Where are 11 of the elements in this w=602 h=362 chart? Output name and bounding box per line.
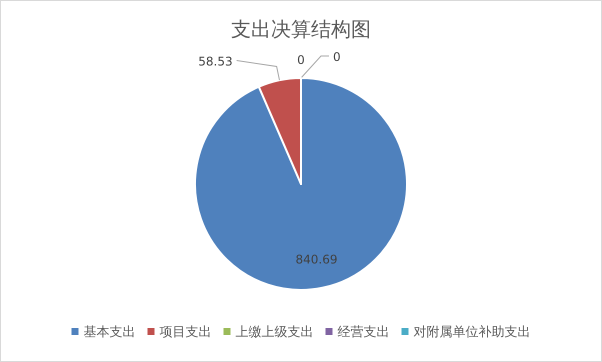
text: 0 [297, 53, 305, 67]
data-label: 58.53 [198, 54, 233, 68]
legend-label: 对附属单位补助支出 [414, 325, 530, 340]
legend-label: 上缴上级支出 [236, 325, 314, 340]
chart-title: 支出决算结构图 [231, 17, 371, 41]
legend-label: 基本支出 [84, 325, 136, 340]
text: 0 [333, 50, 341, 64]
pie-slice [194, 77, 408, 291]
data-label: 840.69 [296, 252, 338, 267]
legend-label: 项目支出 [160, 325, 212, 340]
legend-label: 经营支出 [338, 325, 390, 340]
